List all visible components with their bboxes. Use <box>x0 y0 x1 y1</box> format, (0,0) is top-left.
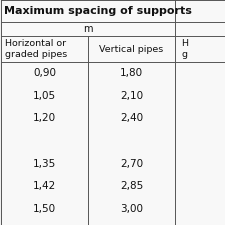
Text: Vertical pipes: Vertical pipes <box>99 45 164 54</box>
Text: Horizontal or
graded pipes: Horizontal or graded pipes <box>5 39 67 59</box>
Text: m: m <box>83 24 93 34</box>
Text: 2,85: 2,85 <box>120 181 143 191</box>
Text: 2,70: 2,70 <box>120 159 143 169</box>
Text: 1,05: 1,05 <box>33 91 56 101</box>
Text: 2,40: 2,40 <box>120 113 143 124</box>
Text: 1,50: 1,50 <box>33 204 56 214</box>
Text: 3,00: 3,00 <box>120 204 143 214</box>
Text: Maximum spacing of supports: Maximum spacing of supports <box>4 6 192 16</box>
Text: 1,42: 1,42 <box>33 181 56 191</box>
Text: 1,35: 1,35 <box>33 159 56 169</box>
Text: 1,20: 1,20 <box>33 113 56 124</box>
Text: 0,90: 0,90 <box>33 68 56 78</box>
Text: H
g: H g <box>181 39 188 59</box>
Text: 1,80: 1,80 <box>120 68 143 78</box>
Text: 2,10: 2,10 <box>120 91 143 101</box>
